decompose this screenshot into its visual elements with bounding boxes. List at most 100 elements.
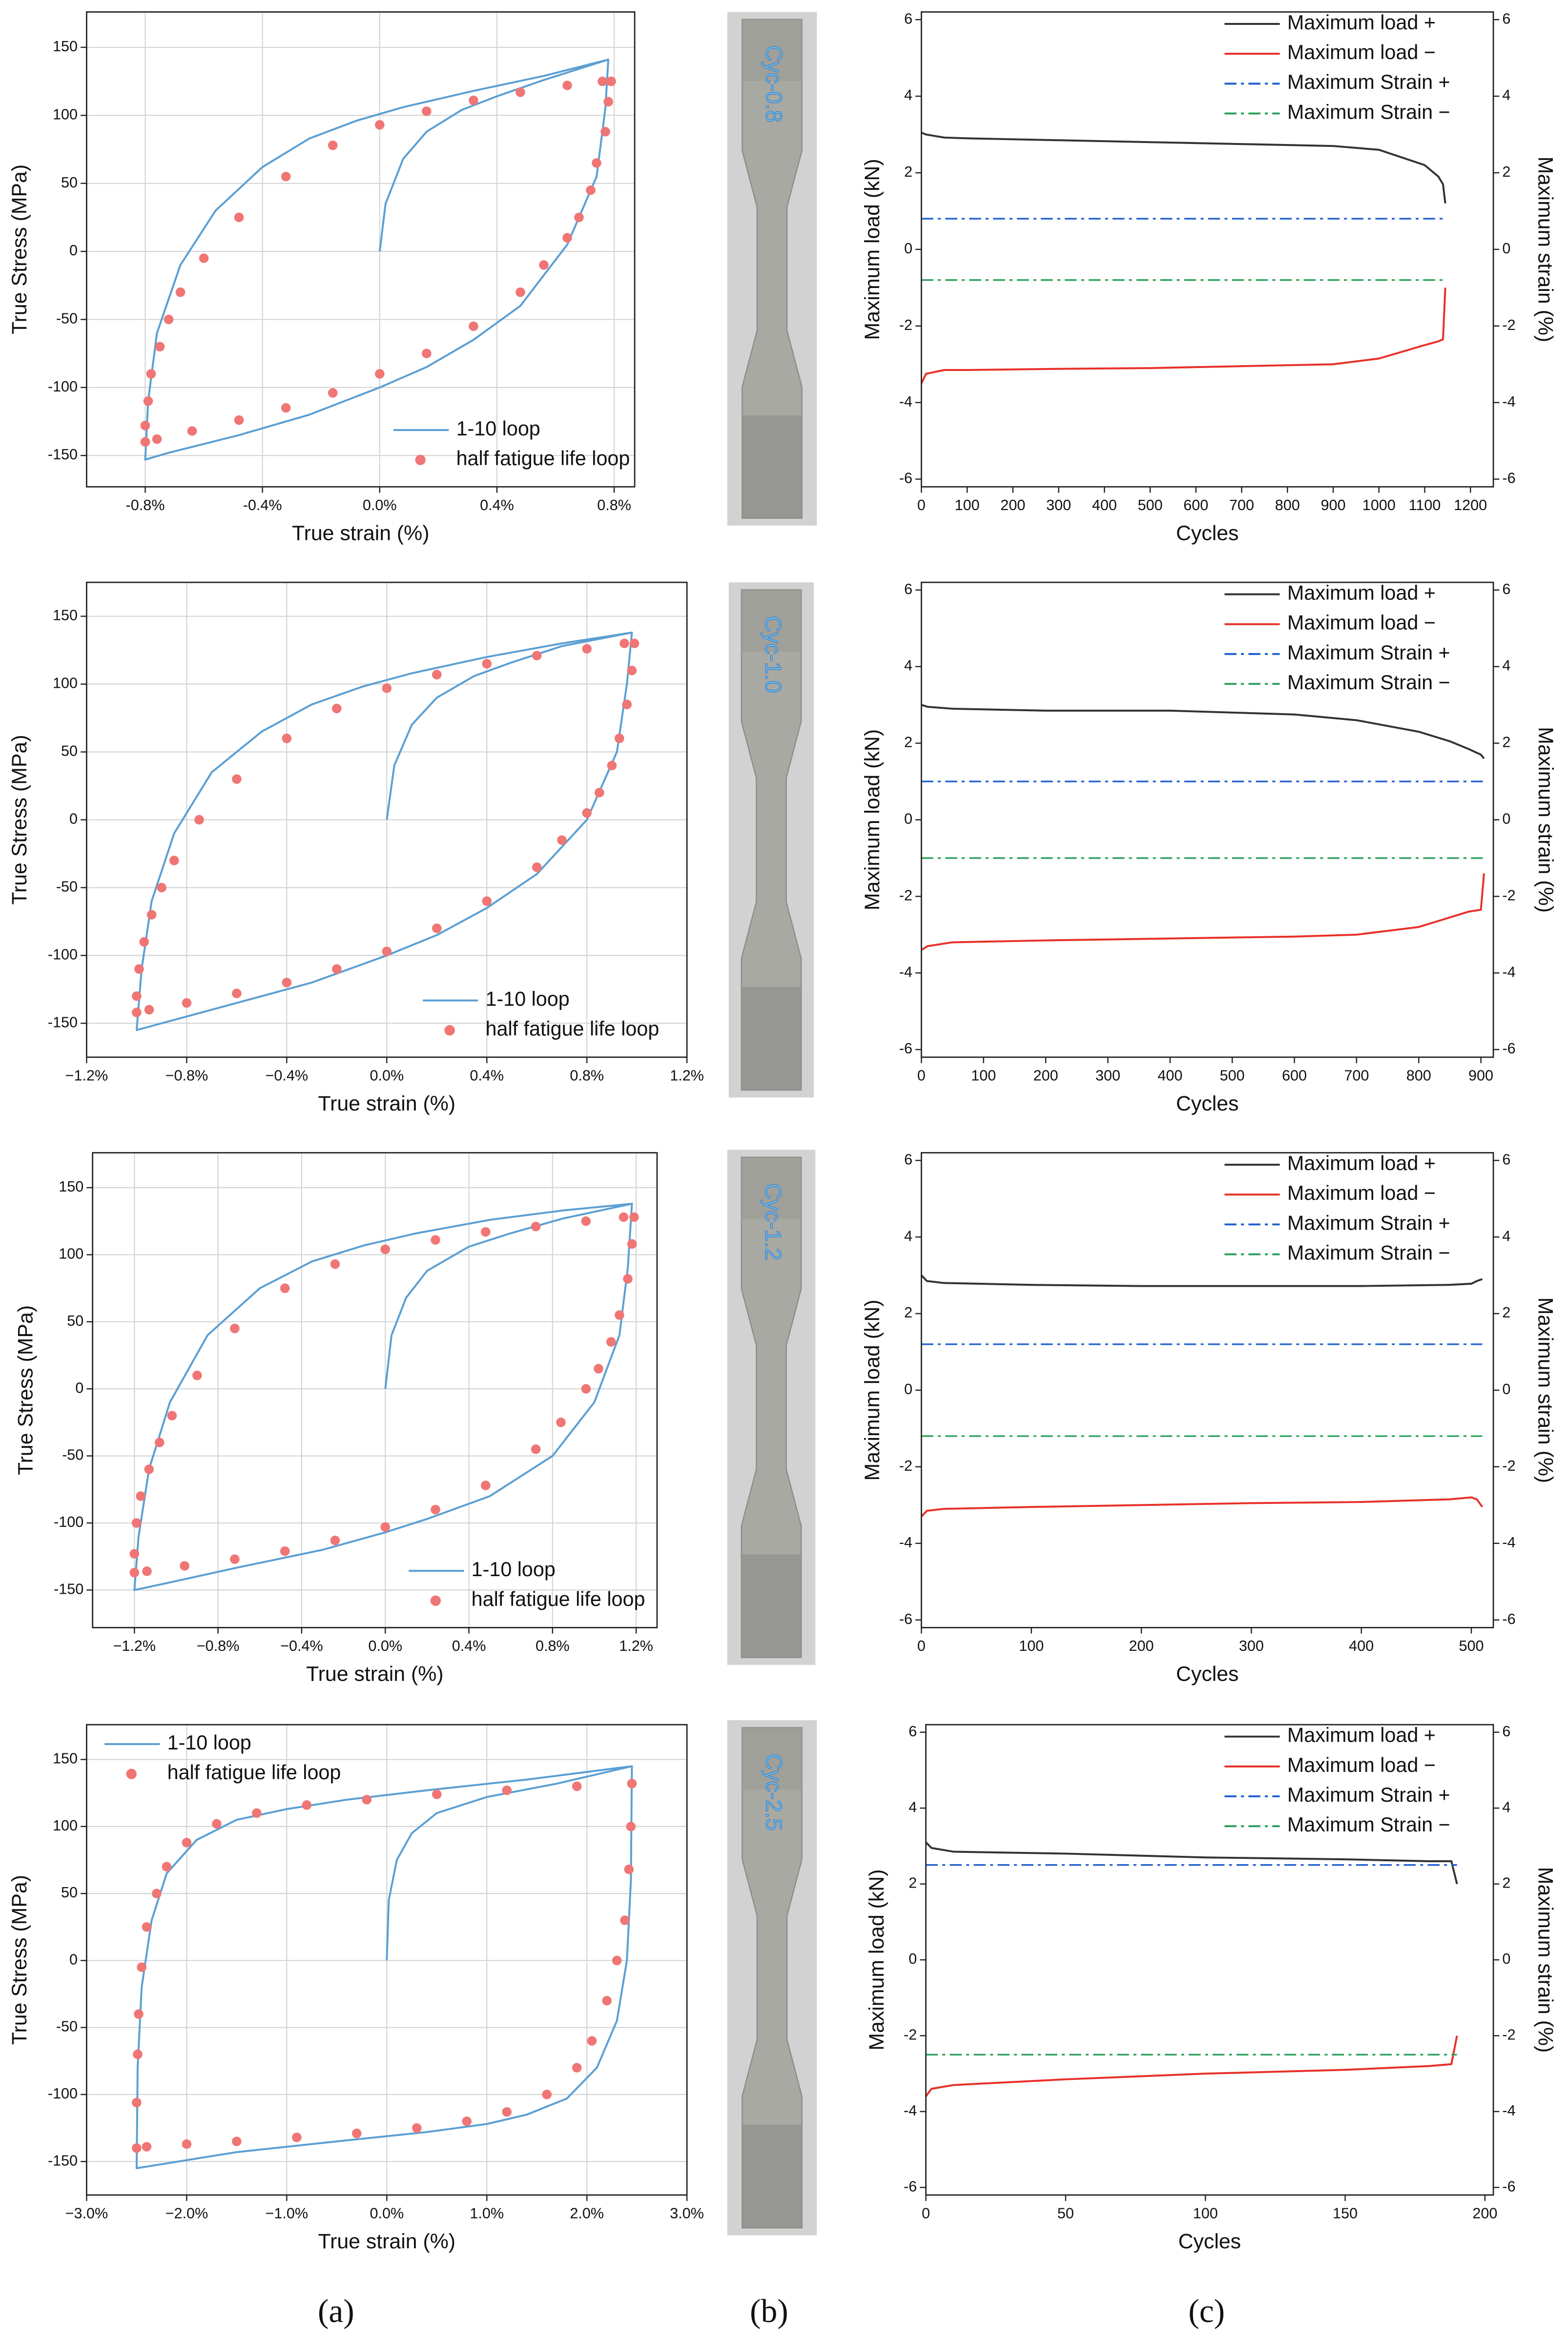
y-tick-label: 150 — [53, 1750, 78, 1767]
marker — [234, 212, 244, 223]
series-line — [135, 631, 633, 1031]
marker — [516, 87, 525, 97]
marker — [592, 158, 601, 168]
grip-knurl — [741, 1554, 802, 1658]
y-tick-label: -6 — [904, 2178, 917, 2195]
marker — [626, 1822, 636, 1831]
y2-tick-label: -4 — [1502, 393, 1515, 410]
marker — [532, 651, 542, 660]
marker — [556, 1418, 566, 1427]
marker — [469, 321, 478, 331]
marker — [330, 1259, 340, 1269]
marker — [432, 1789, 442, 1799]
marker — [332, 964, 342, 974]
marker — [332, 703, 342, 714]
marker — [572, 1781, 582, 1791]
x-tick-label: 1000 — [1362, 497, 1396, 514]
marker — [199, 253, 209, 263]
legend-label: Maximum load − — [1287, 1182, 1436, 1204]
x-tick-label: 50 — [1057, 2205, 1074, 2222]
marker — [482, 659, 492, 669]
marker — [531, 1221, 541, 1232]
marker — [557, 835, 567, 845]
marker — [302, 1800, 312, 1810]
y2-tick-label: 0 — [1502, 811, 1510, 827]
marker — [252, 1808, 262, 1818]
marker — [600, 126, 610, 137]
series-line — [921, 704, 1485, 760]
x-tick-label: -0.4% — [243, 497, 282, 514]
plot-frame — [92, 1152, 658, 1628]
legend-label: Maximum Strain − — [1287, 1242, 1450, 1264]
legend-marker — [126, 1768, 137, 1779]
specimen-label: Cyc-1.2 — [761, 1183, 786, 1260]
x-tick-label: 0.4% — [470, 1068, 504, 1084]
marker — [462, 2117, 472, 2126]
x-tick-label: 0.0% — [370, 2205, 404, 2222]
y-tick-label: -50 — [62, 1447, 83, 1463]
plot-frame — [925, 1724, 1494, 2196]
x-tick-label: 400 — [1349, 1638, 1374, 1654]
y-tick-label: 0 — [75, 1379, 83, 1396]
series-line — [144, 59, 610, 461]
marker — [352, 2128, 362, 2138]
marker — [581, 1384, 591, 1394]
legend-label: 1-10 loop — [456, 417, 540, 440]
y-tick-label: 100 — [53, 675, 78, 692]
y-tick-label: 50 — [67, 1313, 83, 1329]
y-tick-label: -150 — [54, 1581, 83, 1598]
marker — [144, 1464, 154, 1474]
marker — [129, 1549, 140, 1559]
y-tick-label: 0 — [904, 240, 912, 257]
marker — [328, 140, 338, 150]
y-tick-label: -150 — [48, 2152, 78, 2169]
y2-tick-label: -2 — [1502, 2027, 1515, 2043]
x-tick-label: 0 — [917, 1638, 926, 1654]
x-tick-label: 0.8% — [536, 1638, 570, 1654]
marker — [212, 1819, 222, 1829]
marker — [612, 1955, 622, 1966]
x-tick-label: 500 — [1459, 1638, 1484, 1654]
y-tick-label: 6 — [904, 1151, 912, 1168]
marker — [132, 1007, 142, 1017]
legend-label: Maximum load − — [1287, 41, 1436, 63]
y-tick-label: 2 — [904, 1304, 912, 1321]
series-line — [920, 1274, 1483, 1287]
y-tick-label: -100 — [54, 1514, 83, 1530]
marker — [140, 421, 150, 431]
marker — [142, 1922, 152, 1932]
y2-tick-label: -4 — [1502, 964, 1515, 980]
marker — [155, 342, 165, 351]
marker — [230, 1323, 240, 1334]
series-line — [925, 1841, 1458, 1885]
plot-frame — [86, 11, 636, 488]
x-tick-label: 0.0% — [368, 1638, 402, 1654]
grip-knurl — [741, 590, 802, 652]
marker — [157, 883, 166, 893]
marker — [382, 683, 392, 693]
marker — [182, 2139, 192, 2149]
x-tick-label: 600 — [1183, 497, 1208, 514]
legend-label: Maximum load + — [1287, 1724, 1436, 1747]
marker — [516, 287, 525, 297]
marker — [132, 991, 142, 1001]
y-tick-label: -4 — [899, 1534, 912, 1551]
marker — [539, 260, 549, 270]
y2-tick-label: 0 — [1502, 240, 1510, 257]
marker — [562, 233, 572, 243]
x-tick-label: 0.8% — [597, 497, 631, 514]
marker — [606, 1337, 616, 1347]
x-tick-label: 1.2% — [670, 1068, 704, 1084]
y-tick-label: -2 — [899, 887, 912, 904]
marker — [132, 2143, 142, 2153]
marker — [328, 388, 338, 398]
legend-label: 1-10 loop — [472, 1558, 556, 1581]
marker — [230, 1554, 240, 1564]
y-tick-label: -4 — [899, 393, 912, 410]
marker — [582, 644, 592, 654]
x-tick-label: 0 — [917, 497, 926, 514]
x-tick-label: 900 — [1320, 497, 1345, 514]
y-tick-label: 100 — [53, 1817, 78, 1834]
y2-tick-label: 0 — [1502, 1951, 1510, 1967]
y-tick-label: -150 — [48, 1014, 78, 1030]
